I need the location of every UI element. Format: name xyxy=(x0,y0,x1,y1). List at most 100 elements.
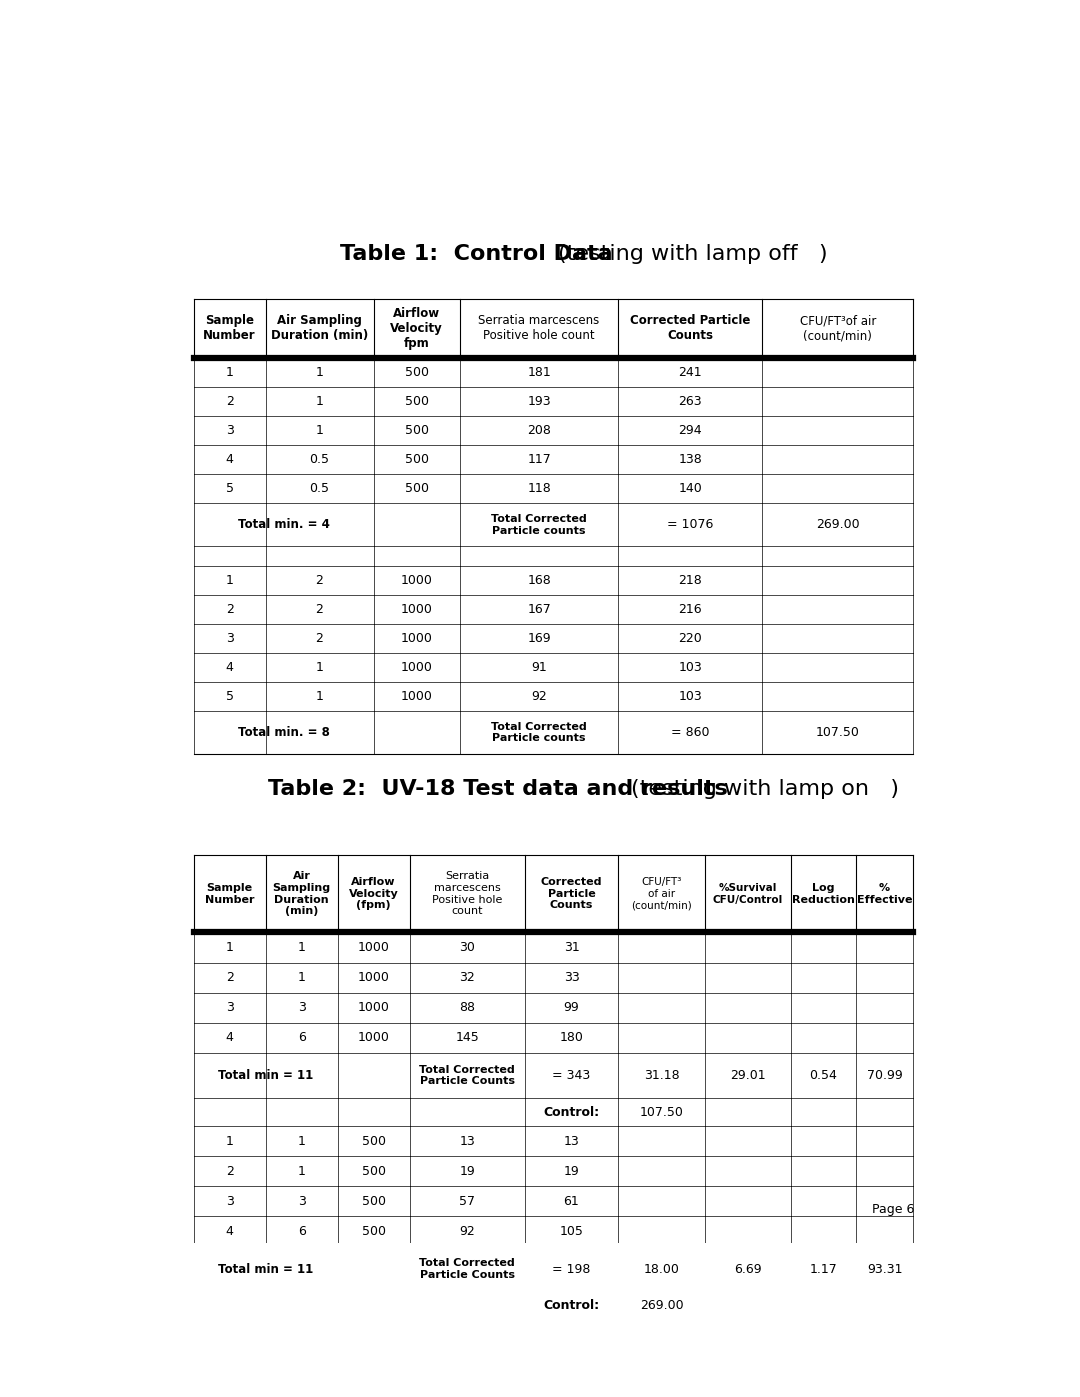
Text: 3: 3 xyxy=(226,425,233,437)
Text: 168: 168 xyxy=(527,574,551,587)
Text: 70.99: 70.99 xyxy=(867,1069,903,1083)
Text: 6: 6 xyxy=(298,1225,306,1238)
Text: 193: 193 xyxy=(527,395,551,408)
Text: Page 6: Page 6 xyxy=(872,1203,914,1217)
Text: 241: 241 xyxy=(678,366,702,379)
Text: Airflow
Velocity
fpm: Airflow Velocity fpm xyxy=(390,307,443,351)
Text: 19: 19 xyxy=(459,1165,475,1178)
Text: Air
Sampling
Duration
(min): Air Sampling Duration (min) xyxy=(272,872,330,916)
Text: Control:: Control: xyxy=(543,1105,599,1119)
Text: Total Corrected
Particle Counts: Total Corrected Particle Counts xyxy=(419,1065,515,1087)
Text: CFU/FT³of air
(count/min): CFU/FT³of air (count/min) xyxy=(799,314,876,342)
Text: 500: 500 xyxy=(405,453,429,467)
Text: 4: 4 xyxy=(226,453,233,467)
Text: 1000: 1000 xyxy=(401,631,433,645)
Text: 2: 2 xyxy=(226,602,233,616)
Text: CFU/FT³
of air
(count/min): CFU/FT³ of air (count/min) xyxy=(631,877,692,911)
Text: 167: 167 xyxy=(527,602,551,616)
Text: 263: 263 xyxy=(678,395,702,408)
Text: 18.00: 18.00 xyxy=(644,1263,679,1275)
Text: 1: 1 xyxy=(315,395,324,408)
Text: Sample
Number: Sample Number xyxy=(203,314,256,342)
Text: Corrected Particle
Counts: Corrected Particle Counts xyxy=(630,314,751,342)
Text: 57: 57 xyxy=(459,1194,475,1208)
Text: 3: 3 xyxy=(226,1002,233,1014)
Text: 107.50: 107.50 xyxy=(815,726,860,739)
Text: 220: 220 xyxy=(678,631,702,645)
Text: 92: 92 xyxy=(531,690,546,703)
Text: Table 1:  Control Data: Table 1: Control Data xyxy=(340,244,621,264)
Text: Corrected
Particle
Counts: Corrected Particle Counts xyxy=(541,877,603,911)
Text: Air Sampling
Duration (min): Air Sampling Duration (min) xyxy=(271,314,368,342)
Text: 13: 13 xyxy=(459,1134,475,1148)
Text: 2: 2 xyxy=(315,574,324,587)
Text: 88: 88 xyxy=(459,1002,475,1014)
Text: 500: 500 xyxy=(405,425,429,437)
Text: 500: 500 xyxy=(405,366,429,379)
Text: 500: 500 xyxy=(362,1225,386,1238)
Text: 31: 31 xyxy=(564,942,579,954)
Text: %Survival
CFU/Control: %Survival CFU/Control xyxy=(713,883,783,904)
Text: 140: 140 xyxy=(678,482,702,495)
Text: 3: 3 xyxy=(298,1194,306,1208)
Text: 1000: 1000 xyxy=(401,690,433,703)
Text: Total min = 11: Total min = 11 xyxy=(218,1263,313,1275)
Text: 92: 92 xyxy=(459,1225,475,1238)
Text: 138: 138 xyxy=(678,453,702,467)
Text: 1: 1 xyxy=(226,366,233,379)
Text: 117: 117 xyxy=(527,453,551,467)
Text: 1: 1 xyxy=(298,942,306,954)
Text: 1: 1 xyxy=(226,574,233,587)
Text: 5: 5 xyxy=(226,482,233,495)
Text: 1000: 1000 xyxy=(357,1002,390,1014)
Text: 500: 500 xyxy=(362,1194,386,1208)
Text: Total min = 11: Total min = 11 xyxy=(218,1069,313,1083)
Text: 103: 103 xyxy=(678,661,702,673)
Text: Table 2:  UV-18 Test data and results: Table 2: UV-18 Test data and results xyxy=(269,780,735,799)
Text: 61: 61 xyxy=(564,1194,579,1208)
Text: 1: 1 xyxy=(298,1134,306,1148)
Text: 105: 105 xyxy=(559,1225,583,1238)
Text: 208: 208 xyxy=(527,425,551,437)
Text: 2: 2 xyxy=(315,602,324,616)
Text: 33: 33 xyxy=(564,971,579,983)
Text: Airflow
Velocity
(fpm): Airflow Velocity (fpm) xyxy=(349,877,399,911)
Text: 218: 218 xyxy=(678,574,702,587)
Text: 99: 99 xyxy=(564,1002,579,1014)
Text: Sample
Number: Sample Number xyxy=(205,883,254,904)
Text: 1000: 1000 xyxy=(357,971,390,983)
Text: 1: 1 xyxy=(226,942,233,954)
Text: 0.5: 0.5 xyxy=(310,453,329,467)
Text: Total min. = 4: Total min. = 4 xyxy=(238,518,329,531)
Text: 19: 19 xyxy=(564,1165,579,1178)
Text: 181: 181 xyxy=(527,366,551,379)
Text: (testing with lamp on   ): (testing with lamp on ) xyxy=(631,780,899,799)
Text: Serratia
marcescens
Positive hole
count: Serratia marcescens Positive hole count xyxy=(432,872,502,916)
Text: 2: 2 xyxy=(226,971,233,983)
Text: (testing with lamp off   ): (testing with lamp off ) xyxy=(557,244,827,264)
Text: = 343: = 343 xyxy=(552,1069,591,1083)
Text: 294: 294 xyxy=(678,425,702,437)
Text: Total Corrected
Particle Counts: Total Corrected Particle Counts xyxy=(419,1259,515,1280)
Text: 6: 6 xyxy=(298,1031,306,1045)
Text: 1: 1 xyxy=(315,425,324,437)
Text: 1: 1 xyxy=(298,971,306,983)
Text: = 198: = 198 xyxy=(552,1263,591,1275)
Text: 1: 1 xyxy=(315,661,324,673)
Text: 3: 3 xyxy=(298,1002,306,1014)
Text: 30: 30 xyxy=(459,942,475,954)
Text: 1.17: 1.17 xyxy=(810,1263,837,1275)
Text: 93.31: 93.31 xyxy=(867,1263,903,1275)
Text: 1000: 1000 xyxy=(401,602,433,616)
Text: Serratia marcescens
Positive hole count: Serratia marcescens Positive hole count xyxy=(478,314,599,342)
Text: 103: 103 xyxy=(678,690,702,703)
Text: 169: 169 xyxy=(527,631,551,645)
Text: 107.50: 107.50 xyxy=(639,1105,684,1119)
Text: 4: 4 xyxy=(226,1031,233,1045)
Text: 29.01: 29.01 xyxy=(730,1069,766,1083)
Text: 1000: 1000 xyxy=(401,661,433,673)
Text: 145: 145 xyxy=(456,1031,480,1045)
Text: 13: 13 xyxy=(564,1134,579,1148)
Text: 2: 2 xyxy=(315,631,324,645)
Text: Total Corrected
Particle counts: Total Corrected Particle counts xyxy=(491,514,586,535)
